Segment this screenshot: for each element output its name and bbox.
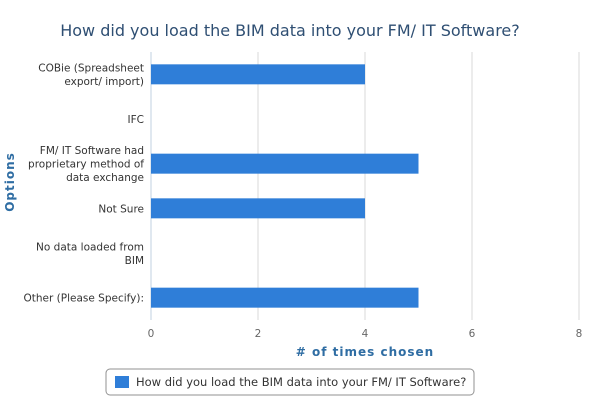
category-label-line: IFC <box>128 114 144 126</box>
x-tick-label: 8 <box>576 328 583 340</box>
category-label: Not Sure <box>98 203 144 215</box>
legend-box <box>105 368 475 396</box>
x-axis-title: # of times chosen <box>296 345 434 359</box>
category-label-line: Other (Please Specify): <box>24 293 145 305</box>
bar[interactable] <box>151 287 419 308</box>
bars <box>151 64 419 308</box>
bar[interactable] <box>151 198 365 219</box>
y-axis-title: Options <box>3 152 17 212</box>
bar[interactable] <box>151 64 365 85</box>
x-tick-label: 0 <box>148 328 155 340</box>
x-tick-label: 4 <box>362 328 369 340</box>
legend[interactable]: How did you load the BIM data into your … <box>105 368 475 396</box>
category-label-line: No data loaded from <box>36 241 144 253</box>
category-label-line: Not Sure <box>98 203 144 215</box>
category-label: COBie (Spreadsheet export/ import) <box>38 63 144 89</box>
category-label-line: proprietary method of <box>28 159 144 171</box>
category-label: FM/ IT Software had proprietary method of… <box>28 145 144 184</box>
category-label-line: FM/ IT Software had <box>40 145 144 157</box>
bar[interactable] <box>151 153 419 174</box>
legend-swatch <box>115 376 129 388</box>
category-labels: COBie (Spreadsheet export/ import) IFC FM/ … <box>24 63 145 305</box>
category-label-line: export/ import) <box>64 76 144 88</box>
category-label-line: data exchange <box>66 172 144 184</box>
category-label: Other (Please Specify): <box>24 293 145 305</box>
legend-label: How did you load the BIM data into your … <box>136 375 466 389</box>
category-label-line: BIM <box>125 255 144 267</box>
category-label: No data loaded from BIM <box>36 241 144 267</box>
chart-title: How did you load the BIM data into your … <box>60 21 520 40</box>
x-tick-labels: 0 2 4 6 8 <box>148 328 583 340</box>
grid-lines <box>150 52 580 320</box>
category-label: IFC <box>128 114 144 126</box>
x-tick-label: 6 <box>469 328 476 340</box>
x-tick-label: 2 <box>255 328 262 340</box>
category-label-line: COBie (Spreadsheet <box>38 63 144 75</box>
